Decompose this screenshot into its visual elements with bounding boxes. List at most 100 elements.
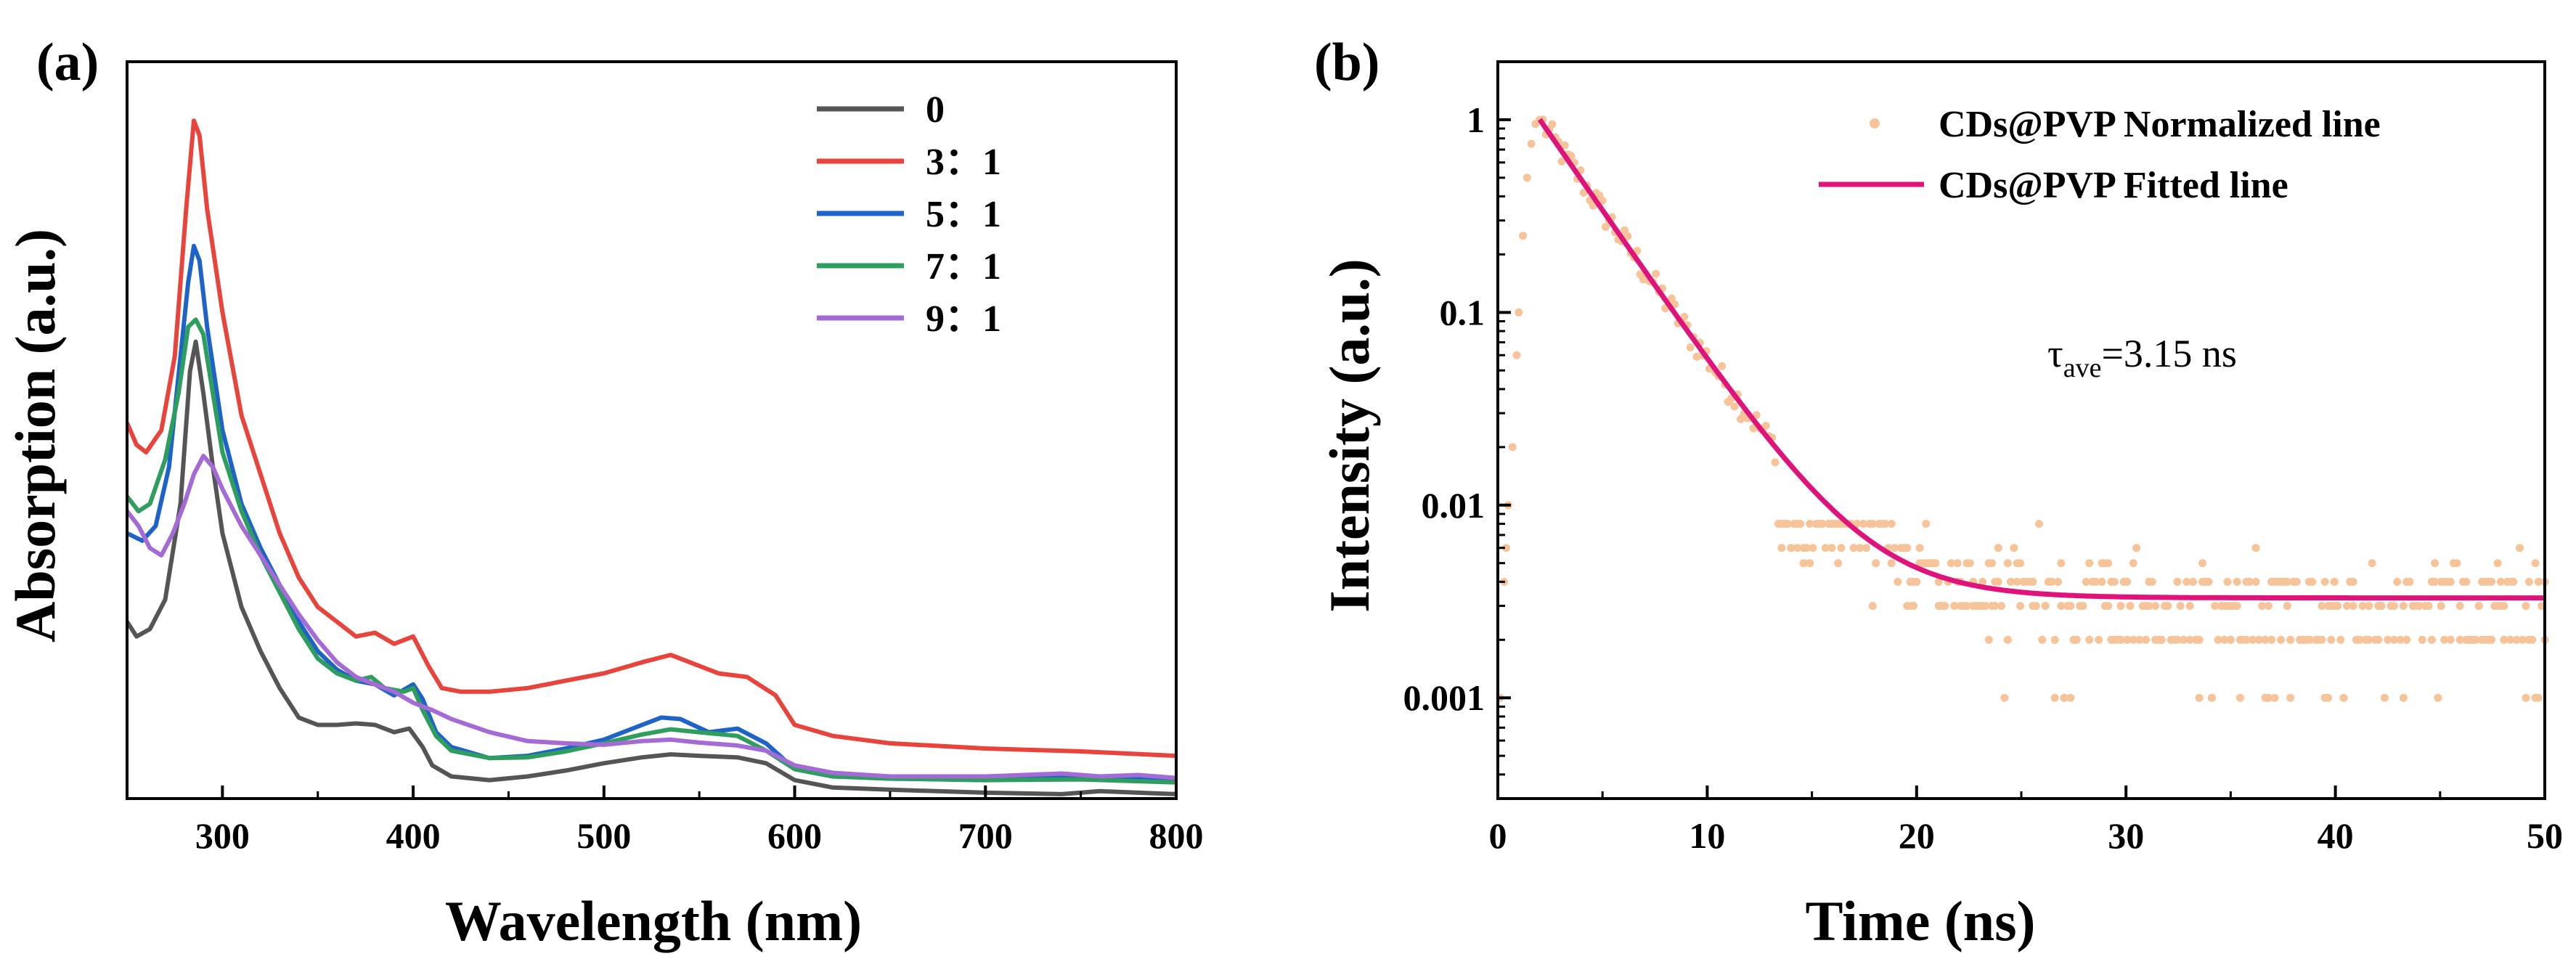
scatter-point [2104,602,2113,611]
scatter-point [2374,635,2383,644]
scatter-point [2487,577,2495,586]
scatter-point [2318,635,2326,644]
scatter-point [2251,544,2260,552]
panel-a: (a) 300 400 500 600 700 800 0 3：1 5：1 7：1 9：1 Wav… [4,33,1204,952]
scatter-point [1527,139,1536,148]
series-line-2 [126,243,1177,783]
panel-a-series-lines [125,118,1177,796]
legend-label-3: 7：1 [926,246,1001,287]
scatter-point [1548,120,1557,128]
scatter-point [2132,544,2141,552]
scatter-point [2085,635,2094,644]
scatter-point [1978,577,1987,586]
scatter-point [2339,693,2348,702]
scatter-point [2330,577,2339,586]
scatter-point [1891,544,1899,552]
scatter-point [1994,577,2002,586]
scatter-point [2462,577,2471,586]
scatter-point [2396,635,2405,644]
scatter-point [2110,577,2119,586]
scatter-point [2531,559,2540,568]
scatter-point [2072,635,2081,644]
series-line-0 [125,339,1177,796]
scatter-point [2129,635,2137,644]
scatter-point [2104,559,2113,568]
legend-label-1: 3：1 [926,142,1001,183]
scatter-point [1557,157,1566,166]
scatter-point [1849,544,1858,552]
scatter-point [2446,635,2455,644]
scatter-point [1777,544,1786,552]
panel-b-y-tick-label: 0.1 [1440,292,1485,332]
panel-a-x-tick-label: 600 [767,815,822,856]
scatter-point [1853,520,1862,528]
scatter-point [1859,520,1867,528]
scatter-point [2427,635,2436,644]
scatter-point [1793,544,1801,552]
scatter-point [2515,544,2524,552]
scatter-point [2035,520,2043,528]
scatter-point [2534,693,2543,702]
scatter-point [2358,602,2367,611]
scatter-point [1602,223,1610,232]
scatter-point [2085,559,2094,568]
scatter-point [2029,577,2037,586]
scatter-point [2324,693,2332,702]
scatter-point [1686,343,1695,351]
scatter-point [2148,577,2156,586]
scatter-point [2528,635,2537,644]
scatter-point [2142,635,2151,644]
scatter-point [1652,269,1660,278]
scatter-point [1579,188,1588,197]
scatter-point [1515,308,1523,317]
scatter-point [1887,559,1896,568]
scatter-point [2512,635,2521,644]
scatter-point [2522,693,2530,702]
scatter-point [1834,559,1843,568]
scatter-point [2038,635,2047,644]
scatter-point [2233,602,2241,611]
scatter-point [2050,635,2059,644]
scatter-point [2003,559,2012,568]
scatter-point [2277,635,2286,644]
scatter-point [1994,544,2002,552]
scatter-point [1796,520,1805,528]
scatter-point [1827,544,1836,552]
scatter-point [1856,544,1864,552]
scatter-point [2211,602,2220,611]
scatter-point [2173,635,2182,644]
scatter-point [2091,577,2100,586]
scatter-point [1821,544,1830,552]
scatter-point [2320,577,2329,586]
panel-b-y-axis-title: Intensity (a.u.) [1318,258,1381,613]
scatter-point [2220,635,2229,644]
scatter-point [2455,602,2464,611]
scatter-point [2318,602,2326,611]
scatter-point [1809,544,1817,552]
scatter-point [2126,602,2135,611]
scatter-point [1837,544,1846,552]
scatter-point [1868,602,1877,611]
scatter-point [1965,559,1974,568]
scatter-point [2095,635,2103,644]
scatter-point [2066,602,2075,611]
panel-b: (b) 0 10 20 30 40 50 1 0.1 0.01 0.001 CDs@PVP Nor… [1314,33,2563,952]
scatter-point [2031,602,2040,611]
scatter-point [2493,559,2502,568]
scatter-point [1818,520,1827,528]
scatter-point [2405,577,2414,586]
scatter-point [2007,577,2015,586]
scatter-point [2334,602,2341,611]
fitted-curve [1537,118,2546,601]
legend-label-0: 0 [926,89,945,131]
scatter-point [2365,635,2373,644]
panel-b-x-axis-title: Time (ns) [1805,889,2035,952]
panel-b-label: (b) [1314,33,1379,92]
scatter-point [2226,635,2235,644]
scatter-point [2242,635,2251,644]
scatter-point [1997,602,2006,611]
scatter-point [2399,693,2408,702]
panel-b-x-tick-label: 40 [2318,815,2354,856]
scatter-point [1934,577,1943,586]
scatter-point [1680,312,1689,321]
